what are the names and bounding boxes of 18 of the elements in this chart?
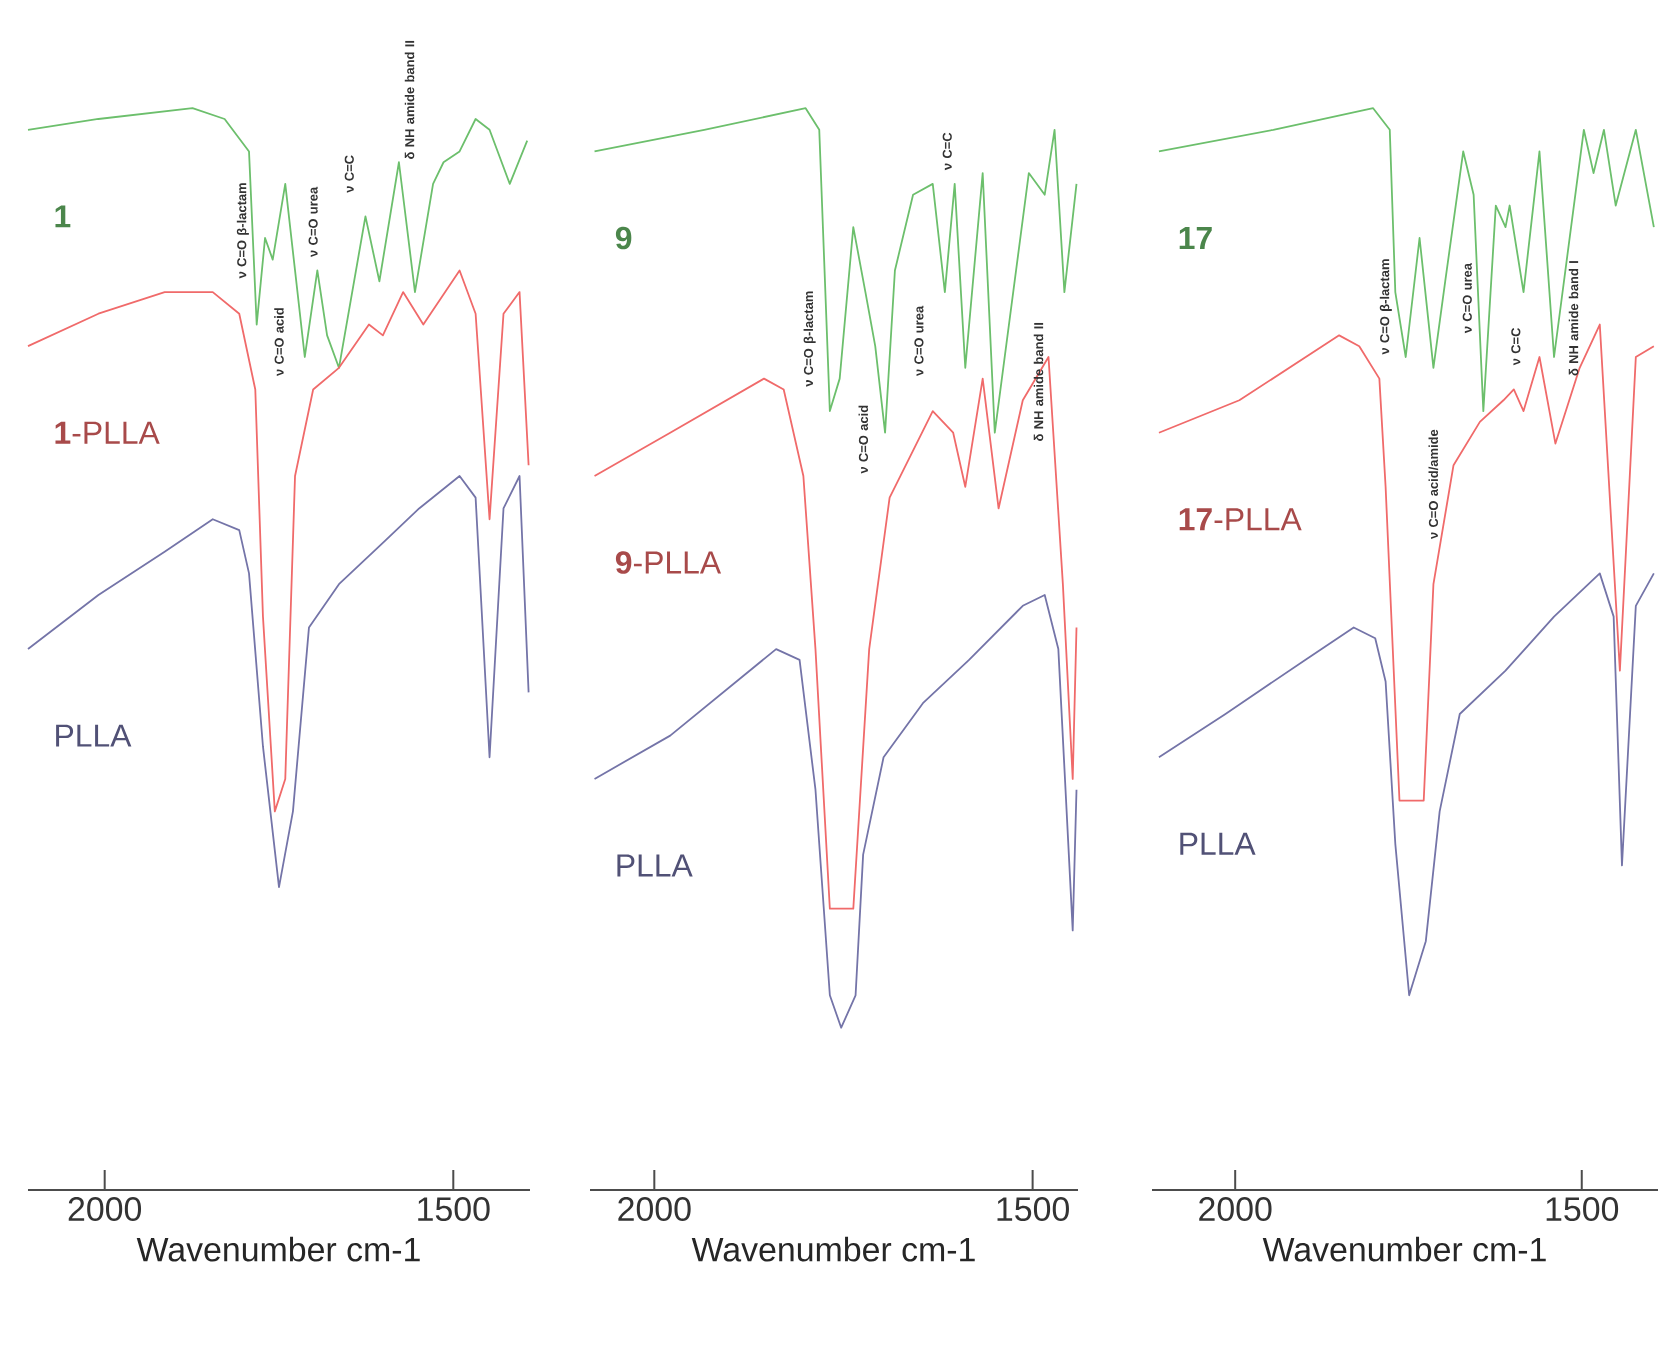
text: 9-PLLA (615, 551, 722, 574)
text: 17 (1179, 227, 1212, 249)
x-axis-title: Wavenumber cm-1 (136, 1236, 420, 1262)
text: 9 (615, 226, 632, 250)
text: PLLA (617, 854, 693, 877)
x-tick-label: 2000 (68, 1197, 142, 1222)
x-axis-title: Wavenumber cm-1 (1262, 1236, 1546, 1262)
x-tick-label: 1500 (1546, 1197, 1619, 1222)
text: PLLA (1180, 832, 1256, 855)
x-tick-label: 1500 (418, 1197, 490, 1222)
text: 1 (55, 205, 71, 228)
text: 1-PLLA (55, 421, 160, 444)
text: 17-PLLA (1179, 508, 1302, 531)
x-tick-label: 1500 (997, 1197, 1069, 1222)
x-axis-title: Wavenumber cm-1 (691, 1236, 975, 1262)
x-tick-label: 2000 (618, 1197, 691, 1222)
text: PLLA (56, 724, 132, 747)
x-tick-label: 2000 (1199, 1197, 1272, 1222)
